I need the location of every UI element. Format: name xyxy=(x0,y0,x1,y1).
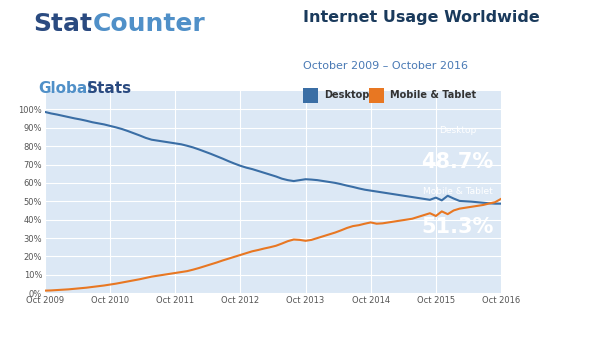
Text: Stat: Stat xyxy=(33,12,92,36)
Text: Internet Usage Worldwide: Internet Usage Worldwide xyxy=(303,10,540,25)
Text: Global: Global xyxy=(38,81,92,96)
Text: 51.3%: 51.3% xyxy=(422,217,494,237)
Text: Stats: Stats xyxy=(87,81,132,96)
Text: 48.7%: 48.7% xyxy=(422,152,494,172)
Text: October 2009 – October 2016: October 2009 – October 2016 xyxy=(303,61,468,71)
Text: Desktop: Desktop xyxy=(324,90,370,100)
Text: Mobile & Tablet: Mobile & Tablet xyxy=(423,187,493,195)
Text: Counter: Counter xyxy=(93,12,206,36)
Text: Mobile & Tablet: Mobile & Tablet xyxy=(390,90,476,100)
Text: Desktop: Desktop xyxy=(439,126,476,135)
